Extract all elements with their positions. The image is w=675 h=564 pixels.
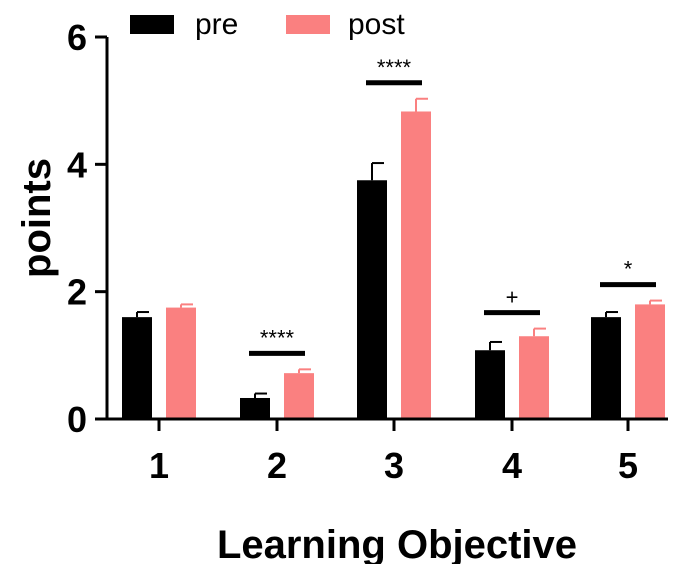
y-tick-label-6: 6 [67,17,87,58]
x-tick-label-2: 2 [267,445,287,486]
x-tick-label-4: 4 [502,445,522,486]
significance-label-5: * [624,257,633,282]
bar-post-3 [401,111,431,420]
bar-post-2 [284,373,314,419]
bar-post-1 [166,307,196,419]
bar-pre-5 [591,317,621,419]
y-axis-label: points [15,158,59,278]
bar-post-5 [635,304,665,419]
bar-pre-1 [122,317,152,419]
significance-layer: **** **** + * [249,55,656,356]
legend-label-post: post [348,8,405,41]
x-axis-label: Learning Objective [217,523,577,564]
bars-layer [122,97,665,420]
legend-swatch-post [286,15,330,34]
legend-swatch-pre [130,15,174,34]
legend-label-pre: pre [195,8,238,41]
x-tick-label-1: 1 [149,445,169,486]
bar-pre-3 [357,180,387,419]
y-tick-label-4: 4 [67,144,87,185]
x-tick-label-3: 3 [384,445,404,486]
bar-pre-2 [240,397,270,419]
axes-layer: 0 2 4 6 1 2 3 4 5 [67,17,668,486]
x-tick-label-5: 5 [618,445,638,486]
significance-label-3: **** [377,55,412,80]
significance-label-2: **** [260,325,295,350]
y-tick-label-2: 2 [67,272,87,313]
y-tick-label-0: 0 [67,399,87,440]
bar-pre-4 [475,350,505,419]
bar-post-4 [519,336,549,419]
legend: pre post [130,8,405,41]
significance-label-4: + [506,285,519,310]
